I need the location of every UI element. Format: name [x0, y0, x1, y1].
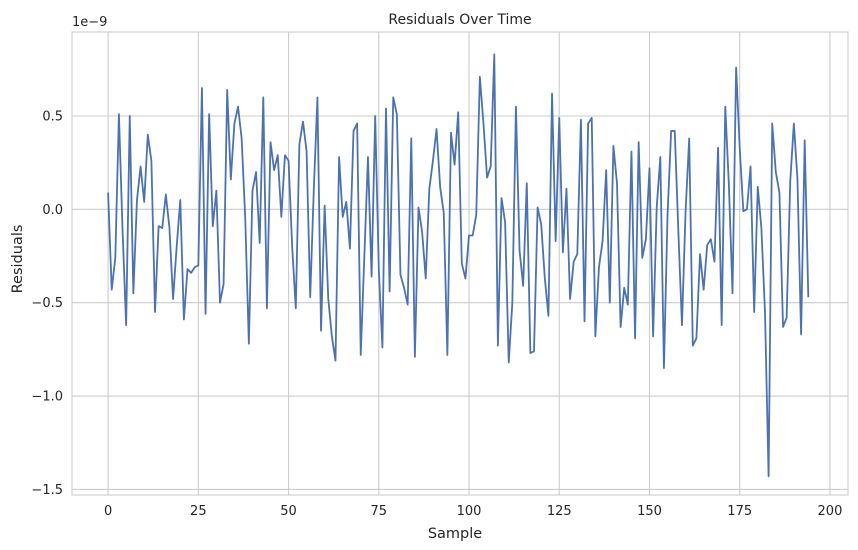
y-axis-offset-text: 1e−9 [72, 15, 107, 30]
x-tick-label: 25 [190, 504, 207, 519]
y-tick-label: 0.5 [42, 110, 63, 125]
series-line-residuals [107, 53, 810, 478]
x-axis-label: Sample [428, 526, 482, 542]
y-tick-labels: −1.5 −1.0 −0.5 0.0 0.5 [31, 110, 63, 498]
x-tick-label: 100 [457, 504, 482, 519]
x-tick-labels: 0 25 50 75 100 125 150 175 200 [104, 504, 842, 519]
x-tick-label: 175 [727, 504, 752, 519]
x-tick-label: 50 [280, 504, 297, 519]
x-tick-label: 150 [637, 504, 662, 519]
y-tick-label: −1.0 [31, 390, 63, 405]
y-tick-label: 0.0 [42, 203, 63, 218]
x-gridlines [107, 32, 831, 495]
plot-frame [71, 31, 849, 496]
x-tick-label: 200 [818, 504, 843, 519]
x-tick-label: 75 [371, 504, 388, 519]
y-axis-label: Residuals [10, 225, 26, 294]
y-tick-label: −0.5 [31, 296, 63, 311]
x-tick-label: 125 [547, 504, 572, 519]
chart-title: Residuals Over Time [388, 12, 531, 28]
y-tick-label: −1.5 [31, 483, 63, 498]
x-tick-label: 0 [104, 504, 112, 519]
